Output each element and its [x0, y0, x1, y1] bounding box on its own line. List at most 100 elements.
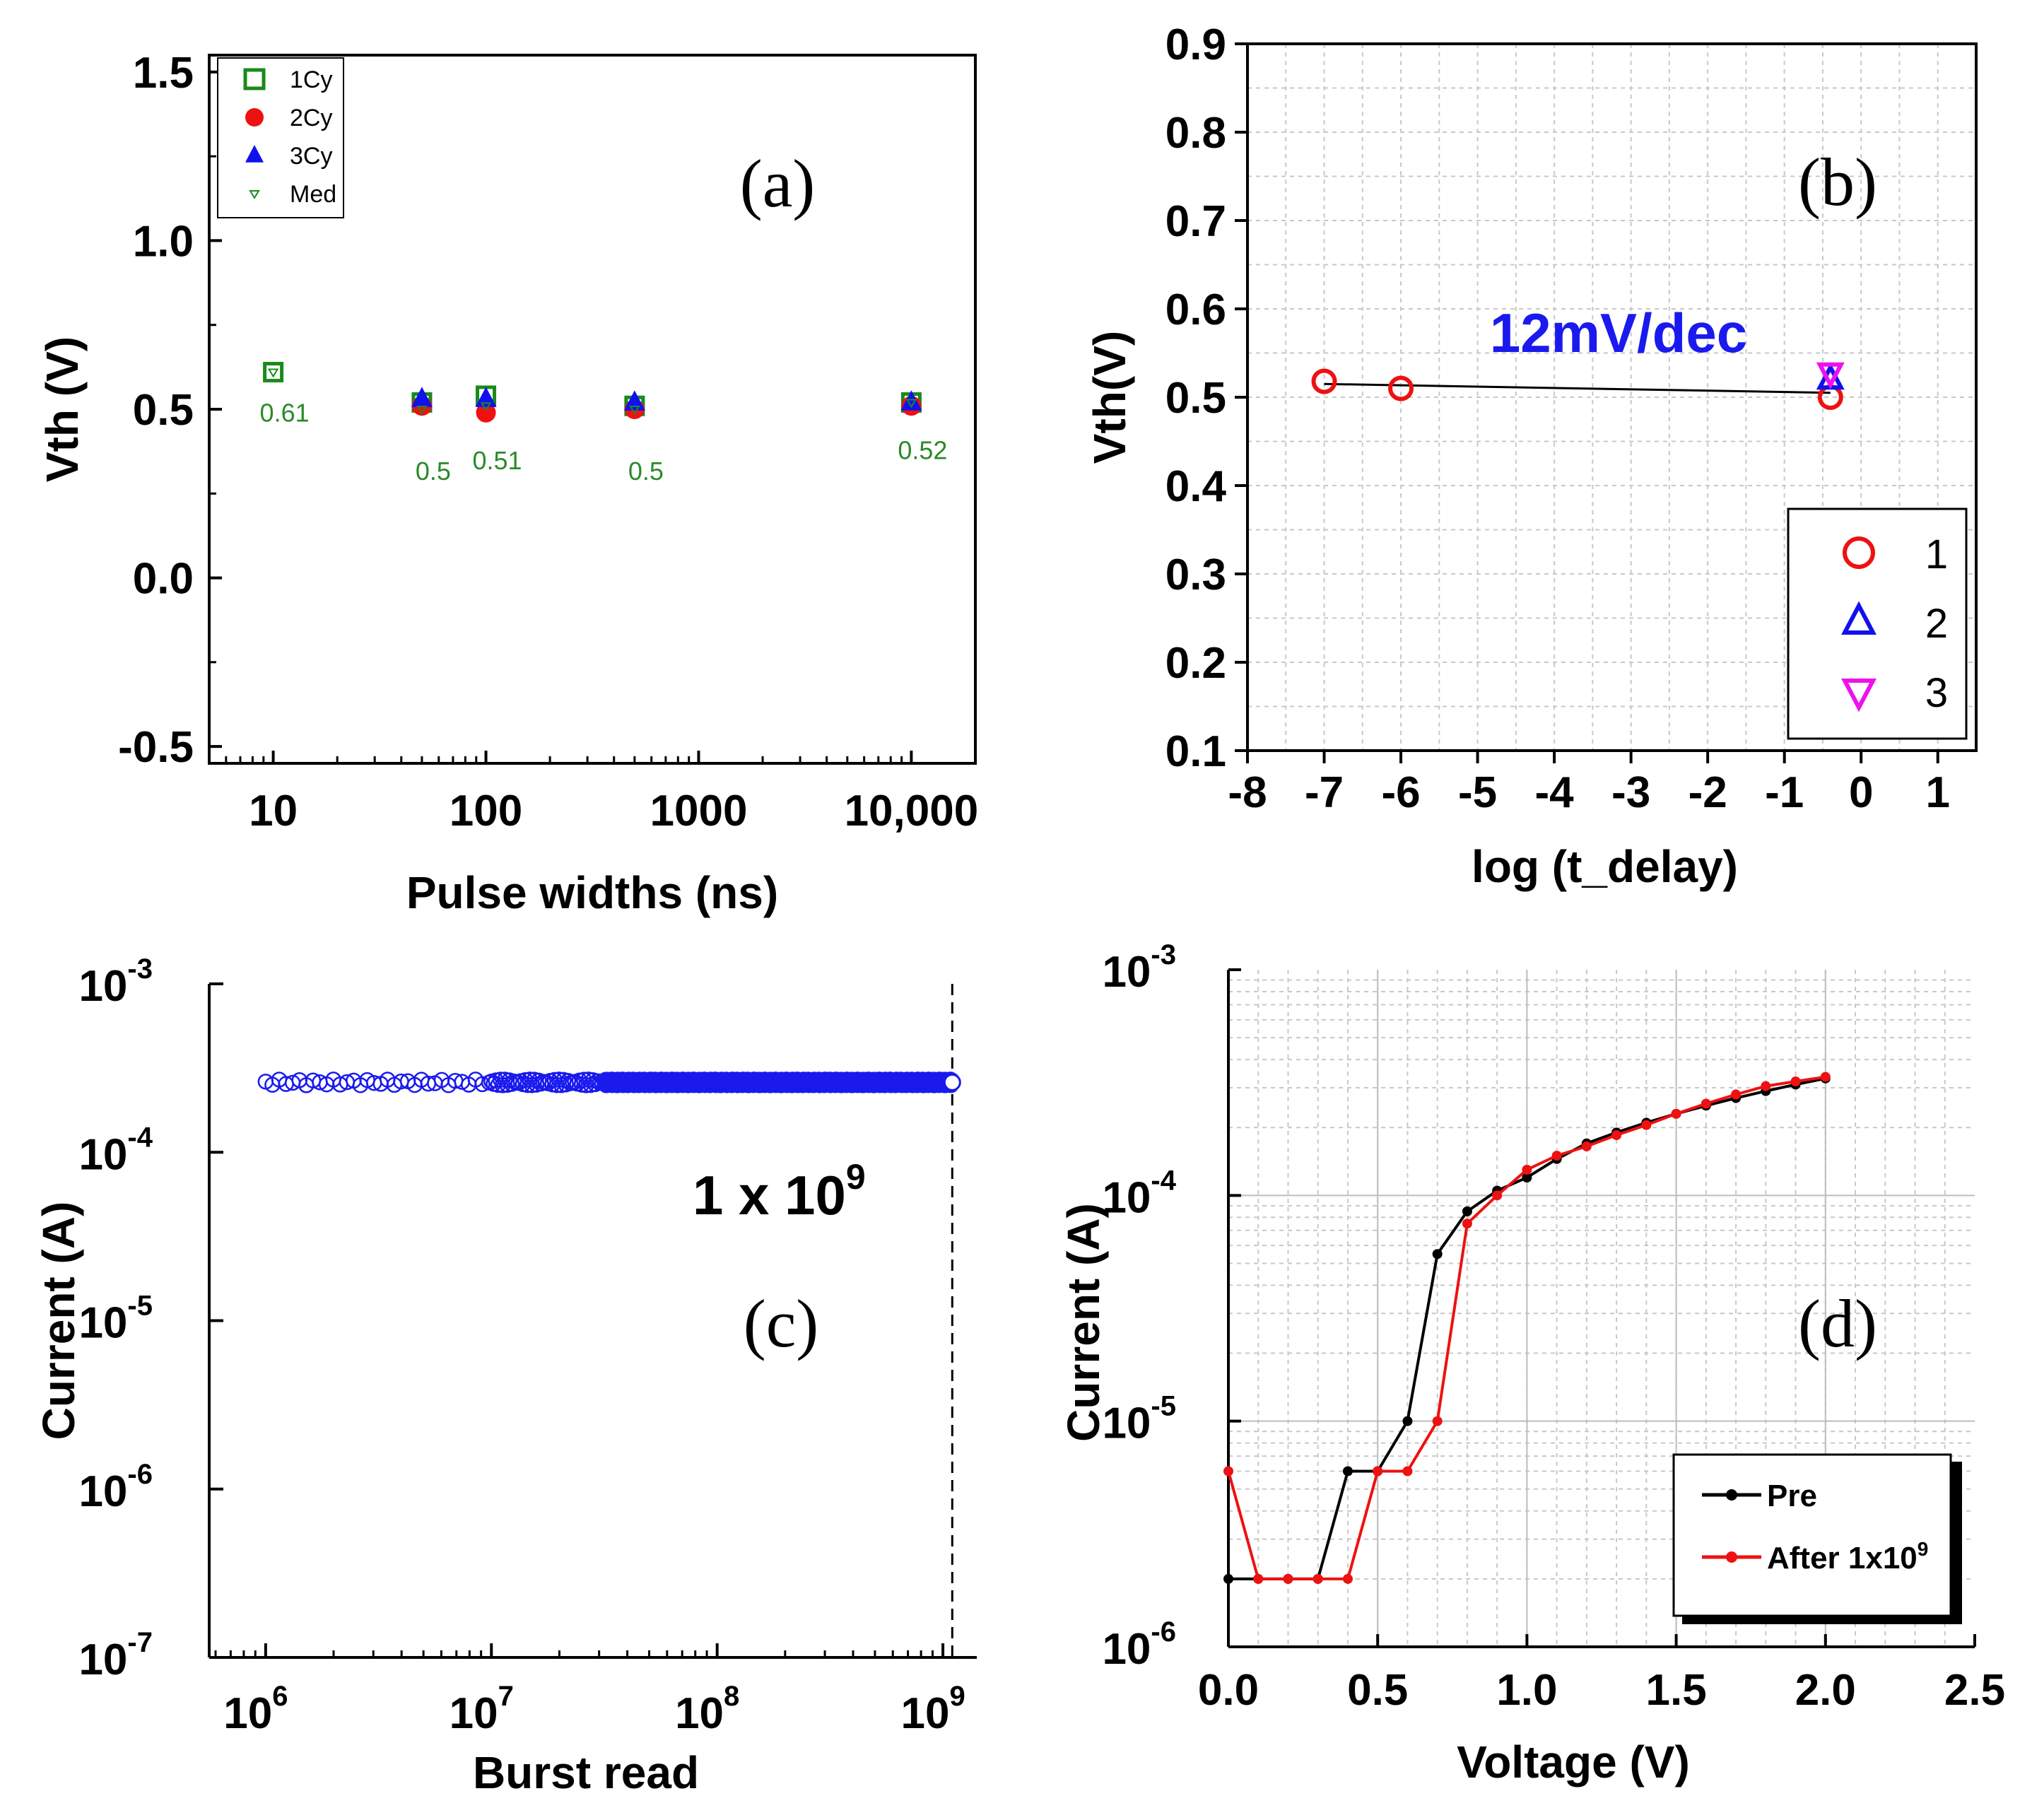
chart-b-legend: 1 2 3 — [1787, 507, 1968, 740]
chart-d-point-1 — [1641, 1120, 1652, 1130]
chart-b-legend-label: 1 — [1925, 532, 1948, 577]
chart-c-last-point — [943, 1073, 961, 1091]
chart-b-x-tick-label: 0 — [1849, 768, 1873, 817]
chart-a-y-tick-label: 1.5 — [133, 49, 194, 98]
chart-b-x-tick-label: -4 — [1535, 768, 1575, 817]
chart-c: 106 107 108 109 10-3 10-4 10-5 10-6 10-7 Burst re… — [33, 953, 977, 1798]
chart-c-series — [257, 1072, 960, 1093]
chart-b-y-axis-label: Vth(V) — [1084, 331, 1135, 464]
chart-c-x-tick-label: 107 — [450, 1681, 514, 1738]
chart-d-point-1 — [1312, 1573, 1323, 1584]
chart-a-data-label: 0.5 — [416, 457, 451, 486]
chart-d-legend: Pre After 1x109 — [1672, 1453, 1962, 1624]
chart-a-data-label: 0.61 — [260, 399, 310, 428]
chart-b-point-1 — [1311, 368, 1337, 394]
chart-b-y-tick-label: 0.8 — [1165, 109, 1226, 158]
chart-c-y-axis-label: Current (A) — [33, 1202, 84, 1440]
chart-a-point-Med — [416, 406, 428, 415]
chart-b-legend-marker — [1841, 679, 1877, 712]
chart-d-point-0 — [1223, 1573, 1233, 1584]
chart-a-x-tick-label: 10,000 — [845, 787, 979, 835]
chart-d-point-1 — [1373, 1466, 1383, 1476]
chart-d-point-1 — [1701, 1098, 1711, 1109]
chart-d-series-1 — [1223, 1072, 1831, 1584]
chart-a-data-label: 0.51 — [472, 446, 522, 475]
chart-d-y-tick-label: 10-5 — [1102, 1391, 1176, 1448]
chart-b-y-tick-label: 0.1 — [1165, 727, 1226, 776]
chart-b-point-1 — [1388, 375, 1414, 401]
chart-a-point-Med — [267, 368, 279, 378]
chart-d-point-1 — [1492, 1190, 1503, 1201]
chart-d-y-axis-label: Current (A) — [1058, 1203, 1109, 1442]
chart-d-legend-label: After 1x109 — [1767, 1538, 1928, 1575]
chart-a-legend: 1Cy 2Cy 3Cy Med — [217, 57, 344, 218]
chart-d-y-tick-label: 10-4 — [1102, 1165, 1176, 1222]
chart-b-panel-label: (b) — [1798, 144, 1877, 220]
chart-a-y-tick-label: 0.5 — [133, 386, 194, 435]
chart-d-x-tick-label: 1.5 — [1645, 1666, 1706, 1715]
chart-b-y-tick-label: 0.4 — [1165, 462, 1227, 511]
chart-b-y-tick-label: 0.9 — [1165, 20, 1226, 69]
chart-d-point-0 — [1432, 1249, 1443, 1260]
chart-a-point-1Cy — [263, 362, 284, 383]
chart-a-point-Med — [629, 406, 640, 415]
chart-d-x-tick-label: 2.0 — [1795, 1666, 1856, 1715]
chart-b-x-tick-label: -6 — [1381, 768, 1420, 817]
chart-b-x-tick-label: 1 — [1925, 768, 1949, 817]
chart-d-point-1 — [1223, 1466, 1233, 1476]
chart-c-y-tick-label: 10-7 — [78, 1627, 153, 1684]
chart-b-annotation: 12mV/dec — [1490, 302, 1747, 364]
chart-d-x-axis-label: Voltage (V) — [1457, 1737, 1690, 1787]
chart-c-y-tick-label: 10-5 — [78, 1291, 153, 1348]
chart-c-y-tick-label: 10-4 — [78, 1122, 153, 1179]
chart-d-point-0 — [1462, 1206, 1472, 1216]
chart-d-point-1 — [1671, 1108, 1681, 1119]
chart-a-legend-label: 1Cy — [290, 66, 332, 93]
chart-d: 0.0 0.5 1.0 1.5 2.0 2.5 10-3 10-4 10-5 10-6 Voltag… — [1058, 939, 2005, 1787]
chart-d-y-tick-label: 10-6 — [1102, 1616, 1176, 1674]
chart-a: 10 100 1000 10,000 1.5 1.0 0.5 0.0 -0.5 Pulse wid… — [37, 49, 978, 918]
chart-d-legend-marker — [1726, 1489, 1737, 1501]
chart-b-y-tick-label: 0.3 — [1165, 551, 1226, 599]
chart-d-point-1 — [1253, 1573, 1264, 1584]
chart-b-x-tick-label: -8 — [1228, 768, 1267, 817]
chart-b-legend-marker — [1841, 601, 1877, 635]
chart-a-point-2Cy — [476, 402, 496, 423]
chart-c-x-tick-label: 106 — [223, 1681, 288, 1738]
chart-d-point-1 — [1402, 1466, 1413, 1476]
chart-b-point-3 — [1816, 362, 1845, 389]
chart-d-point-1 — [1790, 1076, 1801, 1087]
chart-a-legend-marker — [243, 68, 266, 90]
chart-a-legend-marker — [245, 145, 264, 163]
chart-b-x-axis-label: log (t_delay) — [1472, 841, 1738, 892]
chart-c-y-tick-label: 10-3 — [78, 953, 153, 1011]
chart-b-y-tick-label: 0.7 — [1165, 197, 1226, 246]
chart-d-point-0 — [1402, 1416, 1413, 1426]
chart-d-x-tick-label: 1.0 — [1496, 1666, 1557, 1715]
chart-b-y-tick-label: 0.2 — [1165, 639, 1226, 688]
chart-b: -8 -7 -6 -5 -4 -3 -2 -1 0 1 0.1 0.2 0.3 0.4 0.5 0.6 0.7 0… — [1084, 20, 1978, 892]
chart-d-point-1 — [1611, 1130, 1622, 1141]
chart-d-point-0 — [1522, 1173, 1532, 1183]
chart-a-y-tick-label: 1.0 — [133, 217, 194, 266]
chart-c-x-tick-label: 109 — [900, 1681, 965, 1738]
chart-c-x-tick-label: 108 — [675, 1681, 739, 1738]
chart-b-x-tick-label: -3 — [1611, 768, 1650, 817]
chart-d-x-tick-label: 2.5 — [1944, 1666, 2005, 1715]
chart-a-panel-label: (a) — [740, 146, 816, 221]
chart-d-point-1 — [1342, 1573, 1353, 1584]
chart-d-y-tick-label: 10-3 — [1102, 939, 1176, 997]
chart-b-x-tick-label: -7 — [1305, 768, 1344, 817]
chart-a-x-tick-label: 100 — [450, 787, 522, 835]
chart-b-y-tick-label: 0.5 — [1165, 374, 1226, 423]
chart-b-x-tick-label: -5 — [1458, 768, 1497, 817]
chart-a-point-Med — [480, 402, 492, 412]
chart-d-x-tick-label: 0.5 — [1347, 1666, 1408, 1715]
chart-a-point-3Cy — [475, 387, 497, 407]
chart-a-point-Med — [905, 399, 917, 409]
chart-a-data-label: 0.52 — [898, 435, 947, 464]
chart-d-panel-label: (d) — [1798, 1286, 1877, 1361]
chart-a-data-label: 0.5 — [628, 457, 664, 486]
chart-a-legend-marker — [245, 108, 264, 127]
